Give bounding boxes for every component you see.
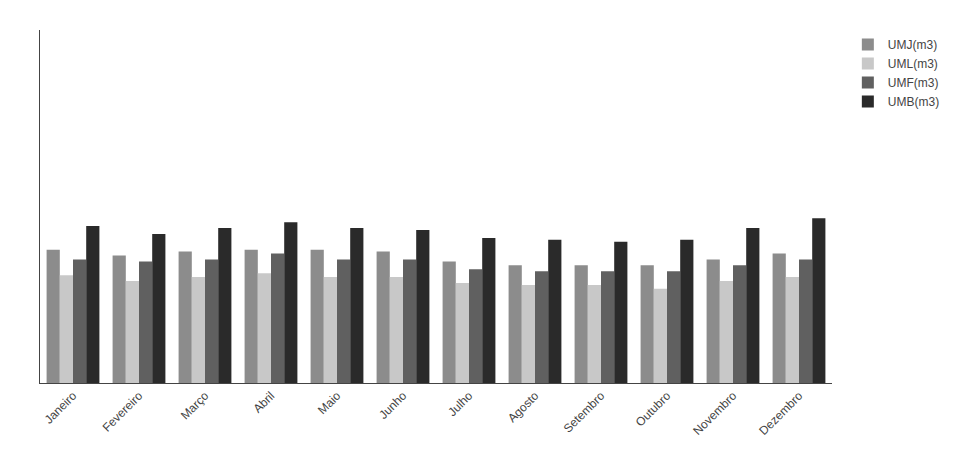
svg-text:Novembro: Novembro [690, 389, 739, 438]
svg-text:Agosto: Agosto [505, 389, 542, 426]
svg-text:Dezembro: Dezembro [756, 389, 805, 438]
svg-text:UMF(m3): UMF(m3) [888, 76, 939, 90]
svg-text:Janeiro: Janeiro [42, 389, 80, 427]
svg-text:Maio: Maio [315, 389, 344, 418]
svg-text:Fevereiro: Fevereiro [100, 389, 146, 435]
svg-text:Junho: Junho [376, 389, 409, 422]
svg-text:UMB(m3): UMB(m3) [888, 95, 939, 109]
svg-text:Julho: Julho [445, 389, 475, 419]
svg-text:Março: Março [178, 389, 212, 423]
svg-text:Outubro: Outubro [633, 389, 674, 430]
svg-text:Abril: Abril [250, 389, 277, 416]
svg-text:UML(m3): UML(m3) [888, 57, 938, 71]
svg-text:Setembro: Setembro [561, 389, 608, 436]
svg-text:UMJ(m3): UMJ(m3) [888, 38, 937, 52]
